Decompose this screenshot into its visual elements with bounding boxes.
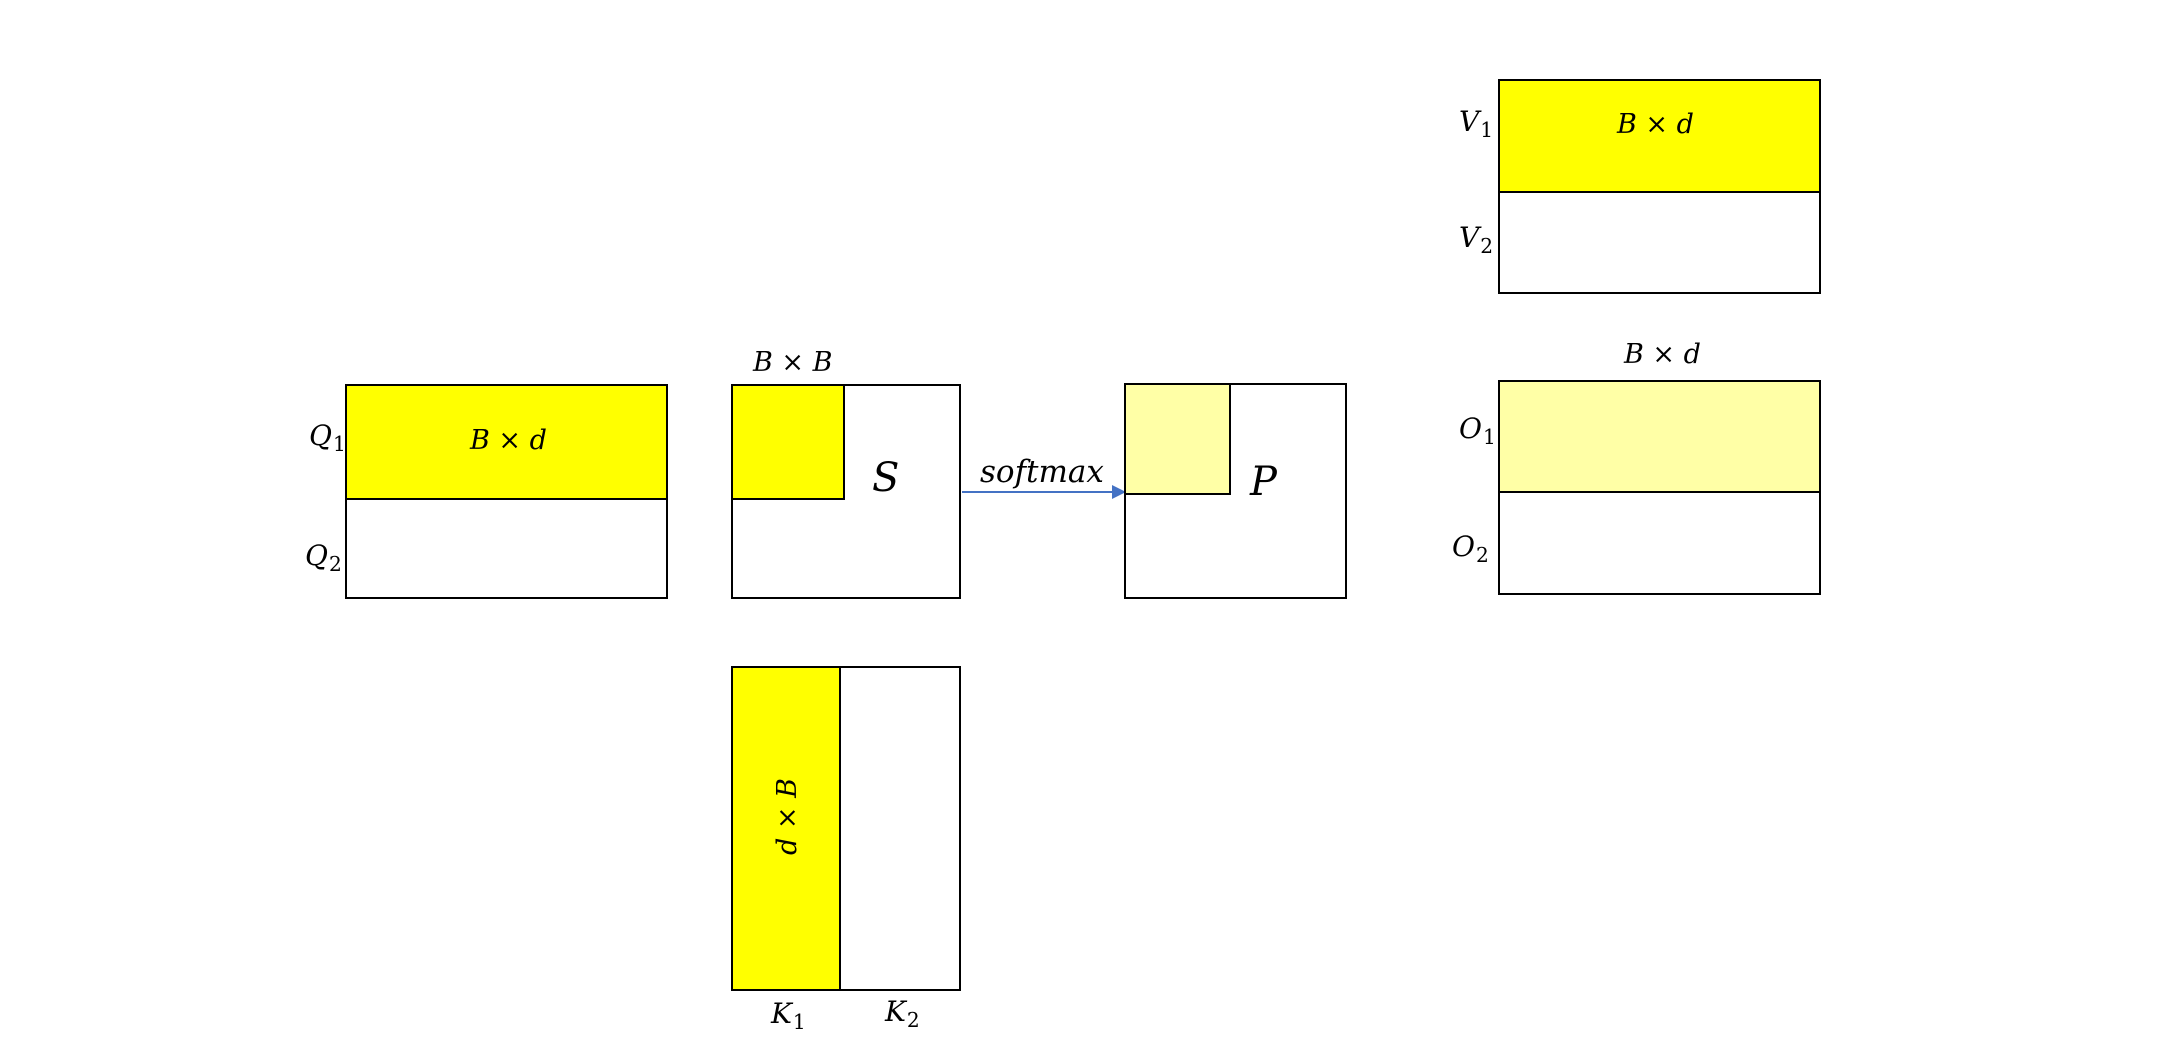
q1-label: Q1 xyxy=(309,419,346,457)
p-block xyxy=(1126,385,1231,495)
p-matrix xyxy=(1124,383,1347,599)
k2-label: K2 xyxy=(885,995,920,1033)
softmax-label: softmax xyxy=(980,454,1104,490)
v1-label: V1 xyxy=(1459,105,1494,143)
o-matrix xyxy=(1498,380,1821,595)
k-block-dimension-label: d × B xyxy=(772,778,803,855)
o1-block xyxy=(1500,382,1819,493)
s-block-dimension-label: B × B xyxy=(753,347,833,378)
q1-block xyxy=(347,386,666,500)
k1-label: K1 xyxy=(771,997,806,1035)
k-matrix xyxy=(731,666,961,991)
q-matrix xyxy=(345,384,668,599)
s-matrix xyxy=(731,384,961,599)
v1-block xyxy=(1500,81,1819,193)
s-matrix-label: S xyxy=(872,455,900,501)
q-block-dimension-label: B × d xyxy=(470,425,547,456)
v2-label: V2 xyxy=(1459,221,1494,259)
s-block xyxy=(733,386,845,500)
k1-block xyxy=(733,668,841,989)
o1-label: O1 xyxy=(1459,412,1496,450)
q2-label: Q2 xyxy=(305,539,342,577)
v-matrix xyxy=(1498,79,1821,294)
v-block-dimension-label: B × d xyxy=(1617,109,1694,140)
o-block-dimension-label: B × d xyxy=(1624,339,1701,370)
o2-label: O2 xyxy=(1452,530,1489,568)
p-matrix-label: P xyxy=(1250,459,1277,505)
